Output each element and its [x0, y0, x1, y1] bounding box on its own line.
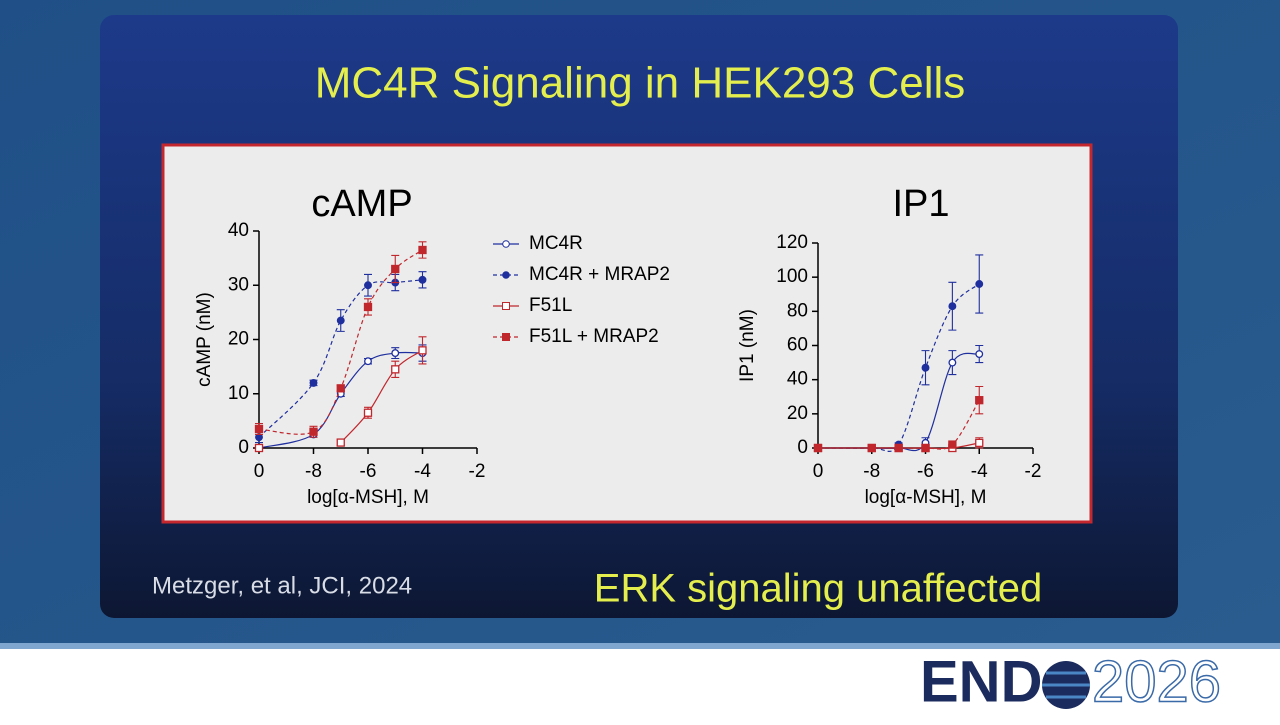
- marker: [254, 443, 264, 453]
- chart-title: IP1: [892, 183, 949, 225]
- legend-label: F51L: [529, 295, 572, 316]
- x-tick-label: -4: [971, 461, 988, 482]
- marker: [391, 365, 400, 374]
- marker: [391, 264, 400, 274]
- y-tick-label: 80: [787, 300, 808, 321]
- legend-symbol: [502, 333, 510, 341]
- fit-line: [340, 349, 423, 443]
- x-axis-label: log[α-MSH], M: [865, 487, 987, 508]
- x-tick-label: -2: [1025, 461, 1042, 482]
- marker: [364, 281, 372, 290]
- x-tick-label: -6: [917, 461, 934, 482]
- y-tick-label: 10: [228, 383, 249, 404]
- marker: [975, 280, 984, 288]
- marker: [948, 302, 957, 311]
- legend-marker: [502, 240, 510, 248]
- marker: [309, 427, 318, 436]
- figure-box: [161, 143, 1093, 524]
- logo-year: 2026: [1092, 649, 1221, 714]
- marker: [254, 424, 264, 434]
- x-tick-label: -4: [414, 461, 431, 482]
- x-tick-label: -6: [360, 461, 377, 482]
- legend-label: F51L + MRAP2: [529, 326, 659, 347]
- marker: [336, 316, 345, 325]
- y-tick-label: 40: [787, 369, 808, 390]
- legend-marker: [502, 333, 510, 341]
- marker: [813, 443, 823, 453]
- x-tick-label: -8: [863, 461, 880, 482]
- y-tick-label: 0: [797, 437, 808, 458]
- logo-globe: [1042, 661, 1090, 709]
- y-tick-label: 40: [228, 220, 249, 241]
- y-tick-label: 60: [787, 335, 808, 356]
- marker: [948, 358, 957, 367]
- x-tick-label: -8: [305, 461, 322, 482]
- legend-symbol: [502, 271, 510, 279]
- x-tick-label: 0: [813, 461, 824, 482]
- marker: [975, 438, 984, 448]
- slide-title: MC4R Signaling in HEK293 Cells: [315, 59, 966, 108]
- citation: Metzger, et al, JCI, 2024: [152, 572, 412, 599]
- logo-text: END: [920, 649, 1042, 714]
- note: ERK signaling unaffected: [594, 567, 1042, 611]
- legend-symbol: [502, 240, 510, 248]
- marker: [894, 443, 903, 453]
- marker: [336, 438, 345, 447]
- y-axis-label: cAMP (nM): [194, 292, 215, 387]
- y-tick-label: 120: [776, 232, 808, 253]
- marker: [418, 245, 427, 255]
- legend-symbol: [502, 302, 510, 310]
- chart-title: cAMP: [311, 183, 412, 225]
- legend-marker: [502, 271, 510, 279]
- y-tick-label: 100: [776, 266, 808, 287]
- marker: [921, 443, 930, 453]
- marker: [364, 357, 372, 366]
- x-tick-label: 0: [254, 461, 265, 482]
- divider: [0, 643, 1280, 649]
- y-tick-label: 20: [787, 403, 808, 424]
- x-axis-label: log[α-MSH], M: [307, 487, 429, 508]
- marker: [363, 408, 373, 417]
- y-tick-label: 20: [228, 329, 249, 350]
- marker: [948, 440, 957, 449]
- marker: [418, 346, 427, 355]
- marker: [363, 302, 373, 312]
- y-axis-label: IP1 (nM): [737, 309, 758, 382]
- marker: [867, 443, 876, 453]
- marker: [975, 396, 984, 405]
- marker: [336, 384, 345, 393]
- y-tick-label: 0: [238, 437, 249, 458]
- legend-marker: [502, 302, 510, 310]
- x-tick-label: -2: [469, 461, 486, 482]
- marker: [418, 275, 427, 284]
- legend-label: MC4R + MRAP2: [529, 264, 670, 285]
- marker: [309, 378, 318, 387]
- marker: [921, 363, 930, 372]
- marker: [391, 349, 400, 358]
- marker: [975, 350, 984, 358]
- y-tick-label: 30: [228, 274, 249, 295]
- legend-label: MC4R: [529, 233, 583, 254]
